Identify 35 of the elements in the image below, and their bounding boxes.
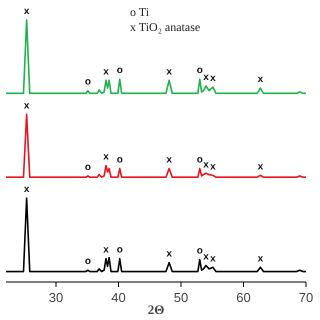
annotation: o	[196, 246, 203, 257]
text: o Ti	[130, 5, 150, 19]
annotation: x	[103, 66, 110, 78]
annotation: o	[196, 65, 203, 76]
annotation: x	[203, 159, 210, 170]
annotation: x	[258, 161, 264, 172]
annotation: x	[166, 248, 172, 260]
annotation: x	[103, 152, 110, 163]
annotation: x	[24, 6, 30, 17]
annotation: x	[24, 100, 30, 112]
annotation: x	[210, 161, 216, 172]
annotation: x	[258, 253, 264, 264]
annotation: o	[196, 154, 203, 166]
x-tick-label: 60	[236, 290, 251, 305]
x-tick-label: 40	[111, 290, 126, 305]
annotation: x	[203, 251, 210, 262]
annotation: o	[84, 76, 91, 88]
x-axis-title: 2Θ	[148, 302, 164, 317]
annotation: o	[116, 154, 123, 166]
annotation: x	[258, 74, 264, 86]
x-tick-label: 50	[174, 290, 188, 305]
annotation: x	[166, 154, 172, 166]
annotation: x	[203, 72, 210, 84]
annotation: o	[116, 65, 123, 76]
annotation: x	[210, 73, 216, 84]
annotation: x	[166, 66, 172, 78]
annotation: x	[24, 184, 30, 196]
annotation: o	[116, 244, 123, 256]
annotation: x TiO₂ anatase	[130, 20, 200, 34]
annotation: o	[84, 256, 91, 268]
x-tick-label: 70	[298, 290, 314, 305]
annotation: o	[84, 162, 91, 173]
annotation: x	[103, 244, 110, 256]
x-tick-label: 30	[48, 290, 64, 305]
annotation: x	[210, 253, 216, 264]
